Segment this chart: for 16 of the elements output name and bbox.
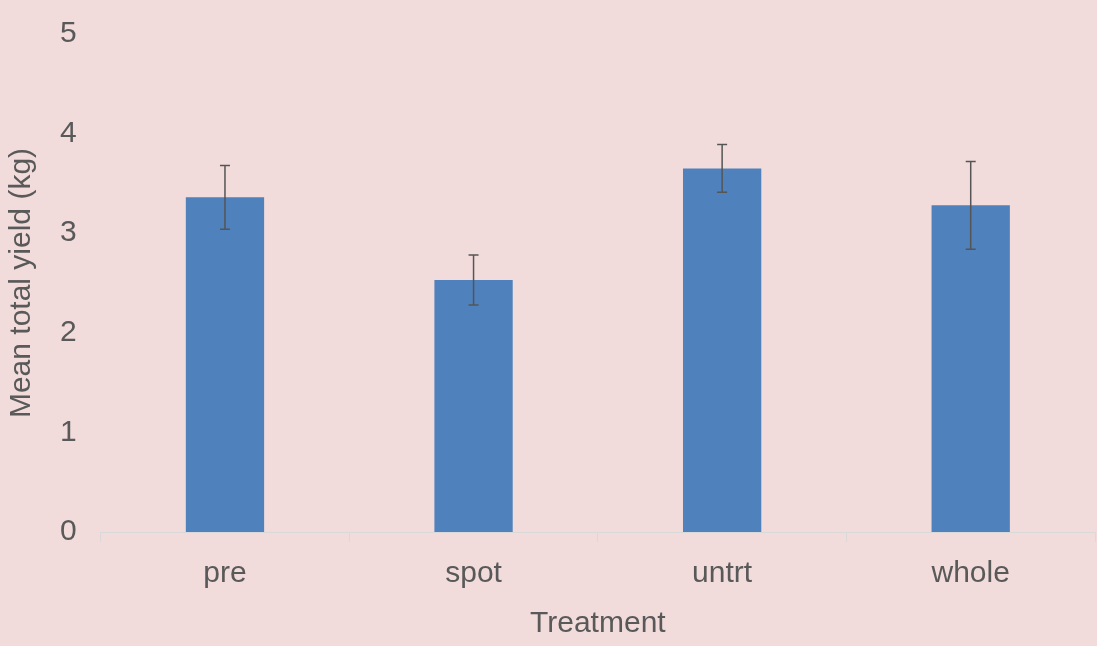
x-tick-label: untrt: [692, 555, 753, 589]
x-tick-label: spot: [445, 555, 503, 589]
y-tick-label: 0: [60, 513, 77, 547]
y-axis-title: Mean total yield (kg): [3, 147, 37, 419]
y-tick-label: 1: [60, 413, 77, 447]
x-tick-label: whole: [930, 555, 1010, 589]
bar: [682, 168, 762, 532]
bar: [434, 280, 513, 532]
bar: [931, 205, 1010, 532]
x-axis-title: Treatment: [530, 605, 667, 639]
x-tick-label: pre: [203, 555, 247, 589]
bar: [185, 197, 265, 532]
y-tick-label: 4: [60, 114, 77, 148]
y-tick-label: 3: [60, 214, 77, 248]
y-tick-label: 5: [60, 15, 77, 49]
y-tick-label: 2: [60, 314, 77, 348]
